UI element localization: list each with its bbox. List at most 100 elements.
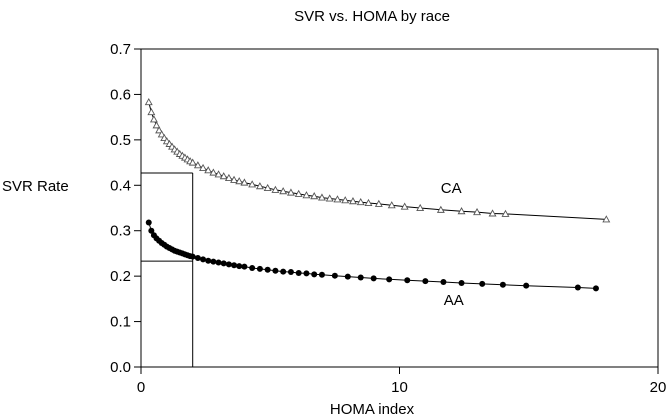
data-point-ca <box>157 130 166 138</box>
data-point-aa <box>215 259 222 266</box>
y-tick-label: 0.1 <box>110 314 131 331</box>
data-point-ca <box>214 170 223 178</box>
data-point-ca <box>279 187 288 195</box>
data-point-aa <box>189 253 196 260</box>
data-point-ca <box>294 189 303 197</box>
y-tick-label: 0.2 <box>110 268 131 285</box>
data-point-ca <box>317 193 326 201</box>
data-point-aa <box>241 263 248 270</box>
data-point-ca <box>325 194 334 202</box>
data-point-ca <box>333 195 342 203</box>
data-point-ca <box>219 172 228 180</box>
data-point-ca <box>341 196 350 204</box>
fit-curve-ca <box>148 102 607 220</box>
data-point-ca <box>286 188 295 196</box>
plot-frame <box>140 48 659 368</box>
data-point-ca <box>230 175 239 183</box>
chart-title: SVR vs. HOMA by race <box>294 8 450 25</box>
data-point-aa <box>404 277 411 284</box>
data-point-ca <box>356 197 365 206</box>
annotations: CA AA <box>441 180 464 309</box>
x-axis-label: HOMA index <box>330 401 415 418</box>
data-point-ca <box>400 202 409 210</box>
data-point-ca <box>209 168 218 176</box>
data-point-aa <box>210 258 217 265</box>
data-point-aa <box>148 227 155 234</box>
data-point-ca <box>364 198 373 207</box>
data-point-ca <box>387 201 396 209</box>
data-point-aa <box>264 266 271 273</box>
data-point-ca <box>349 197 357 205</box>
x-tick-label: 0 <box>137 379 145 396</box>
data-point-ca <box>147 108 156 116</box>
data-point-aa <box>386 276 393 283</box>
data-point-aa <box>194 254 201 261</box>
data-point-aa <box>280 268 287 275</box>
data-point-ca <box>193 161 202 169</box>
data-point-ca <box>310 192 319 200</box>
data-point-aa <box>458 279 465 286</box>
data-point-ca <box>152 121 161 129</box>
data-point-aa <box>225 261 232 268</box>
data-point-aa <box>272 267 279 274</box>
data-point-ca <box>155 126 164 134</box>
series-label-ca: CA <box>441 180 462 197</box>
y-tick-label: 0.3 <box>110 223 131 240</box>
reference-lines <box>141 172 194 367</box>
data-point-ca <box>240 178 249 186</box>
data-point-aa <box>592 285 599 292</box>
data-point-ca <box>436 205 445 213</box>
data-point-aa <box>344 273 351 280</box>
y-tick-label: 0.0 <box>110 359 131 376</box>
y-axis: 0.0 0.1 0.2 0.3 0.4 0.5 0.6 0.7 <box>110 41 141 376</box>
data-point-aa <box>249 264 256 271</box>
data-point-ca <box>255 182 264 190</box>
data-point-aa <box>574 284 581 291</box>
data-point-aa <box>220 260 227 267</box>
data-point-ca <box>488 209 497 217</box>
data-point-aa <box>422 278 429 285</box>
y-tick-label: 0.4 <box>110 177 131 194</box>
data-point-ca <box>416 203 425 212</box>
data-point-ca <box>374 199 383 207</box>
data-point-aa <box>523 282 530 289</box>
data-point-ca <box>144 98 153 106</box>
data-point-ca <box>501 209 510 217</box>
data-point-aa <box>499 281 506 288</box>
data-point-ca <box>457 207 466 215</box>
data-point-ca <box>271 185 280 193</box>
data-point-ca <box>473 207 482 216</box>
data-point-aa <box>370 275 377 282</box>
y-tick-label: 0.6 <box>110 86 131 103</box>
data-point-aa <box>331 272 338 279</box>
data-point-ca <box>602 215 611 223</box>
data-point-ca <box>204 166 213 174</box>
data-point-aa <box>231 262 238 269</box>
data-point-ca <box>263 183 272 192</box>
y-axis-label: SVR Rate <box>2 178 69 195</box>
x-axis: 0 10 20 <box>137 367 667 396</box>
data-point-aa <box>295 269 302 276</box>
data-point-aa <box>303 270 310 277</box>
data-point-aa <box>311 271 318 278</box>
data-point-aa <box>479 280 486 287</box>
data-point-aa <box>205 257 212 264</box>
data-point-aa <box>200 256 207 263</box>
y-tick-label: 0.7 <box>110 41 131 58</box>
data-point-ca <box>188 158 197 166</box>
x-tick-label: 20 <box>650 379 667 396</box>
data-point-aa <box>236 263 243 270</box>
data-point-ca <box>302 191 311 199</box>
x-tick-label: 10 <box>391 379 408 396</box>
data-point-ca <box>248 180 257 188</box>
data-point-aa <box>145 219 152 226</box>
data-point-aa <box>357 274 364 281</box>
data-point-ca <box>235 177 244 185</box>
data-point-ca <box>149 115 158 123</box>
data-point-aa <box>256 265 263 272</box>
series-label-aa: AA <box>444 292 464 309</box>
data-points <box>144 98 611 292</box>
data-point-aa <box>318 271 325 278</box>
data-point-aa <box>287 269 294 276</box>
